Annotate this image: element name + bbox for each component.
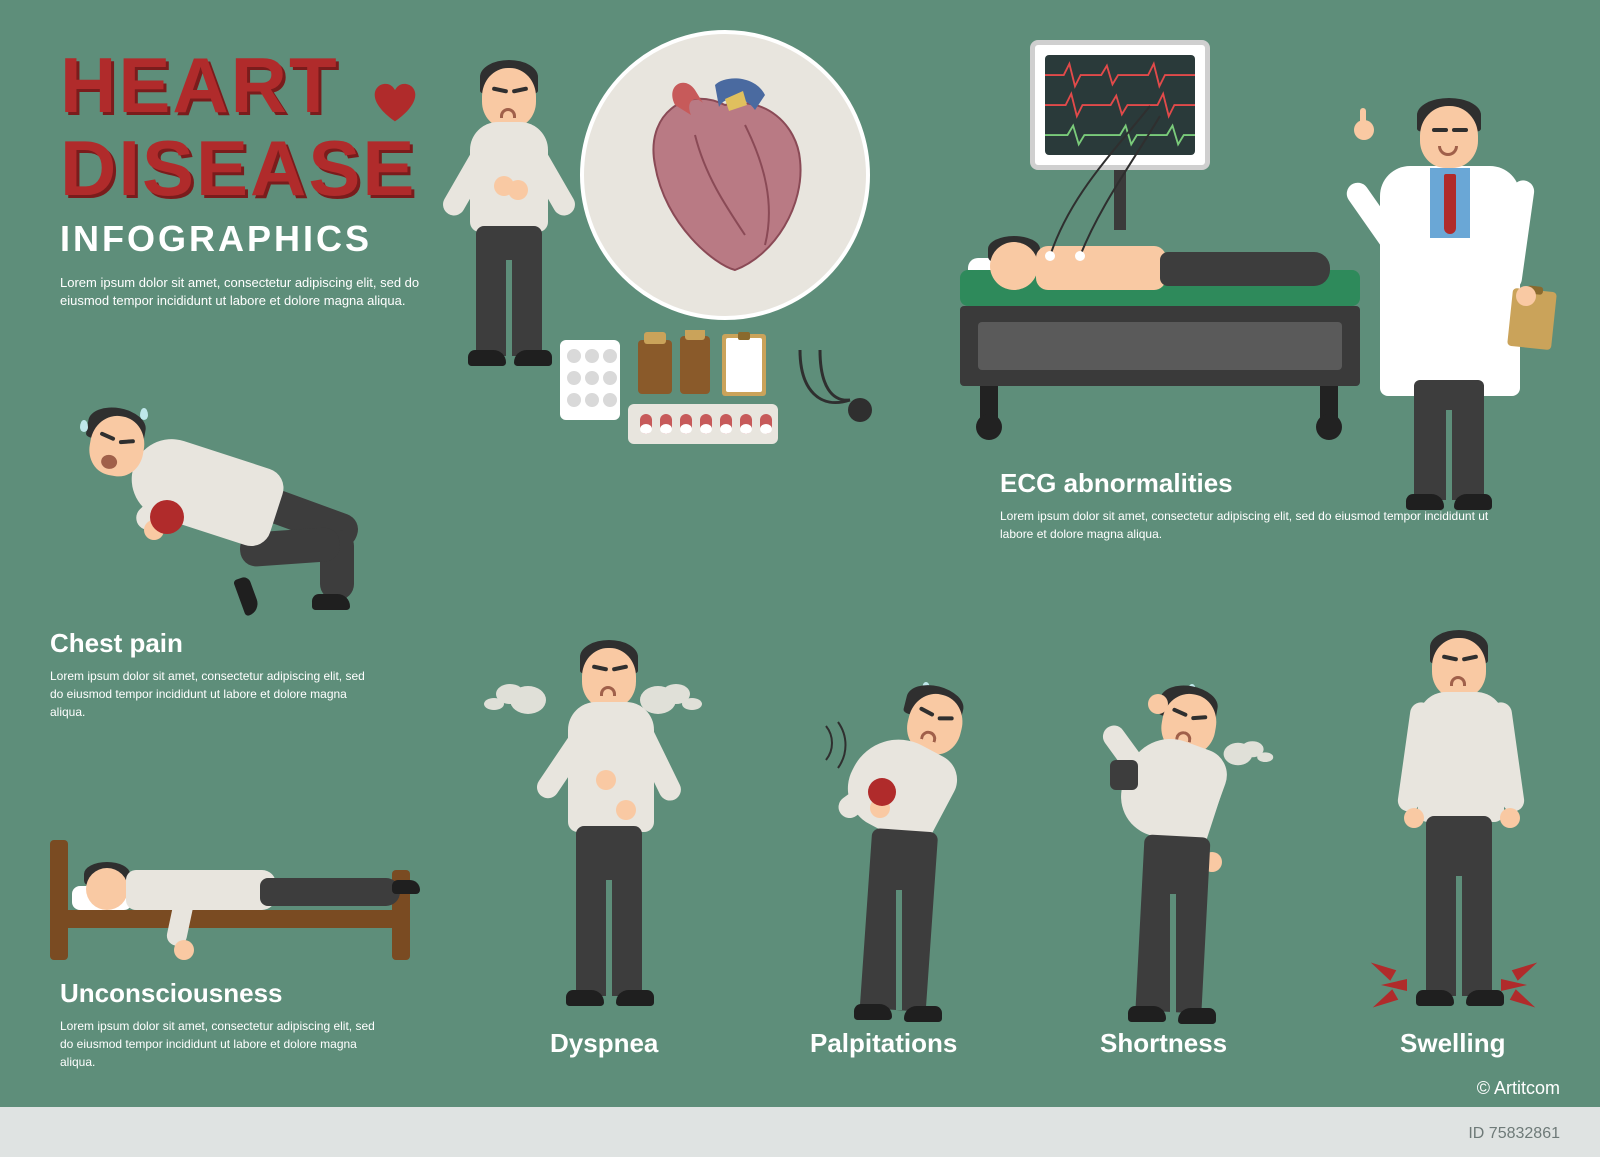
symptom-ecg: ECG abnormalities Lorem ipsum dolor sit … [1000, 460, 1520, 543]
symptom-dyspnea-title: Dyspnea [550, 1028, 658, 1059]
title-line1: HEART [60, 40, 420, 131]
symptom-swelling-title: Swelling [1400, 1028, 1505, 1059]
pain-indicator-icon [150, 500, 184, 534]
symptom-shortness: Shortness [1100, 1020, 1227, 1059]
chest-pain-person [50, 380, 390, 620]
heart-icon [370, 54, 420, 104]
title-line2: DISEASE [60, 123, 420, 214]
title-block: HEART DISEASE INFOGRAPHICS Lorem ipsum d… [60, 40, 420, 310]
symptom-shortness-title: Shortness [1100, 1028, 1227, 1059]
doctor [1360, 80, 1550, 480]
standing-person-chest-small [450, 60, 570, 340]
title-description: Lorem ipsum dolor sit amet, consectetur … [60, 274, 420, 310]
heart-organ-illustration [580, 30, 870, 320]
symptom-chest-desc: Lorem ipsum dolor sit amet, consectetur … [50, 667, 380, 721]
hospital-bed [960, 270, 1360, 420]
pain-indicator-icon [868, 778, 896, 806]
symptom-dyspnea: Dyspnea [550, 1020, 658, 1059]
dyspnea-person [520, 640, 700, 1060]
footer-credit: © Artitcom [1477, 1078, 1560, 1099]
breath-puff-icon [510, 686, 546, 714]
ecg-scene [930, 40, 1550, 460]
symptom-ecg-title: ECG abnormalities [1000, 468, 1520, 499]
symptom-unconsciousness-desc: Lorem ipsum dolor sit amet, consectetur … [60, 1017, 390, 1071]
title-subtitle: INFOGRAPHICS [60, 218, 420, 260]
palpitations-person [810, 680, 1010, 1060]
medications-row [560, 330, 900, 450]
breath-puff-icon [1224, 743, 1253, 765]
shortness-person [1080, 680, 1280, 1060]
symptom-unconsciousness-title: Unconsciousness [60, 978, 390, 1009]
swelling-person [1370, 630, 1550, 1050]
symptom-chest-title: Chest pain [50, 628, 430, 659]
symptom-chest-pain: Chest pain Lorem ipsum dolor sit amet, c… [50, 380, 430, 721]
symptom-palpitations-title: Palpitations [810, 1028, 957, 1059]
symptom-swelling: Swelling [1400, 1020, 1505, 1059]
symptom-unconsciousness: Unconsciousness Lorem ipsum dolor sit am… [60, 970, 390, 1071]
title-word-heart: HEART [60, 41, 339, 129]
footer-bar [0, 1107, 1600, 1157]
footer-id: ID 75832861 [1468, 1125, 1560, 1143]
symptom-palpitations: Palpitations [810, 1020, 957, 1059]
unconsciousness-person [50, 840, 410, 970]
symptom-ecg-desc: Lorem ipsum dolor sit amet, consectetur … [1000, 507, 1520, 543]
